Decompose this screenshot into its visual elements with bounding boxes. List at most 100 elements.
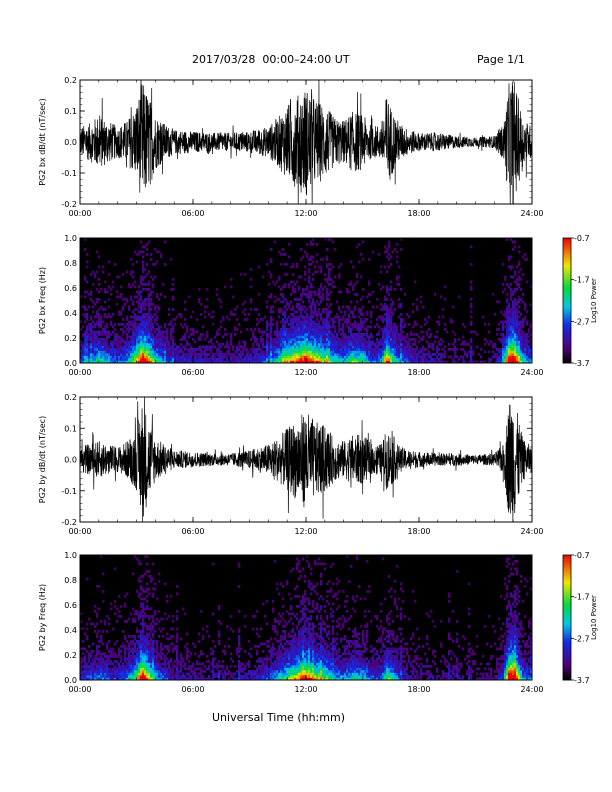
spectrogram-cell (136, 610, 139, 613)
spectrogram-cell (140, 630, 143, 633)
spectrogram-cell (516, 283, 519, 286)
spectrogram-cell (140, 298, 143, 301)
spectrogram-cell (130, 353, 133, 356)
spectrogram-cell (332, 240, 335, 244)
spectrogram-cell (98, 652, 101, 656)
spectrogram-cell (312, 315, 315, 319)
spectrogram-cell (90, 328, 93, 331)
spectrogram-cell (306, 255, 309, 259)
spectrogram-cell (130, 328, 133, 331)
spectrogram-cell (518, 298, 521, 301)
spectrogram-cell (184, 338, 187, 341)
spectrogram-cell (328, 358, 331, 361)
spectrogram-cell (112, 280, 115, 284)
spectrogram-cell (330, 325, 333, 329)
spectrogram-cell (508, 313, 511, 316)
spectrogram-cell (420, 338, 423, 341)
spectrogram-cell (400, 345, 403, 349)
spectrogram-cell (142, 250, 145, 254)
spectrogram-cell (116, 355, 119, 359)
spectrogram-cell (370, 333, 373, 336)
spectrogram-cell (348, 290, 351, 294)
spectrogram-cell (178, 350, 181, 354)
spectrogram-cell (514, 240, 517, 244)
spectrogram-cell (166, 645, 169, 648)
spectrogram-cell (282, 353, 285, 356)
spectrogram-cell (326, 325, 329, 329)
spectrogram-cell (142, 343, 145, 346)
spectrogram-cell (152, 303, 155, 306)
spectrogram-cell (88, 353, 91, 356)
spectrogram-cell (112, 343, 115, 346)
spectrogram-cell (270, 325, 273, 329)
spectrogram-cell (316, 315, 319, 319)
spectrogram-cell (176, 315, 179, 319)
spectrogram-cell (188, 353, 191, 356)
spectrogram-cell (338, 290, 341, 294)
spectrogram-cell (80, 358, 83, 361)
spectrogram-cell (170, 677, 173, 681)
spectrogram-cell (218, 350, 221, 354)
spectrogram-cell (518, 325, 521, 329)
spectrogram-cell (292, 328, 295, 331)
spectrogram-cell (358, 308, 361, 311)
spectrogram-cell (304, 335, 307, 339)
spectrogram-cell (398, 358, 401, 361)
spectrogram-cell (196, 677, 199, 681)
spectrogram-cell (160, 672, 163, 676)
spectrogram-cell (128, 330, 131, 334)
spectrogram-cell (370, 325, 373, 329)
spectrogram-cell (176, 675, 179, 678)
spectrogram-cell (344, 353, 347, 356)
spectrogram-cell (366, 310, 369, 314)
spectrogram-cell (350, 360, 353, 364)
spectrogram-cell (122, 323, 125, 326)
spectrogram-cell (338, 340, 341, 344)
spectrogram-cell (500, 358, 503, 361)
spectrogram-cell (166, 333, 169, 336)
spectrogram-cell (178, 358, 181, 361)
spectrogram-cell (504, 353, 507, 356)
spectrogram-cell (274, 283, 277, 286)
spectrogram-cell (518, 275, 521, 279)
spectrogram-cell (106, 330, 109, 334)
spectrogram-cell (316, 348, 319, 351)
spectrogram-cell (90, 340, 93, 344)
spectrogram-cell (100, 338, 103, 341)
spectrogram-cell (312, 348, 315, 351)
spectrogram-cell (242, 345, 245, 349)
spectrogram-cell (210, 348, 213, 351)
spectrogram-cell (318, 335, 321, 339)
spectrogram-cell (310, 338, 313, 341)
spectrogram-cell (314, 335, 317, 339)
spectrogram-cell (114, 335, 117, 339)
spectrogram-cell (384, 305, 387, 309)
spectrogram-cell (108, 640, 111, 643)
spectrogram-cell (344, 343, 347, 346)
spectrogram-cell (520, 358, 523, 361)
spectrogram-cell (360, 345, 363, 349)
spectrogram-cell (304, 330, 307, 334)
spectrogram-cell (140, 353, 143, 356)
spectrogram-cell (502, 345, 505, 349)
spectrogram-cell (244, 318, 247, 321)
spectrogram-cell (198, 360, 201, 364)
spectrogram-cell (138, 358, 141, 361)
spectrogram-cell (298, 330, 301, 334)
spectrogram-cell (292, 308, 295, 311)
spectrogram-cell (172, 355, 175, 359)
spectrogram-cell (514, 338, 517, 341)
spectrogram-cell (180, 338, 183, 341)
spectrogram-cell (204, 305, 207, 309)
spectrogram-cell (138, 335, 141, 339)
spectrogram-cell (82, 675, 85, 678)
spectrogram-cell (290, 330, 293, 334)
spectrogram-cell (334, 248, 337, 251)
spectrogram-cell (500, 310, 503, 314)
spectrogram-cell (84, 345, 87, 349)
spectrogram-cell (136, 300, 139, 304)
spectrogram-cell (226, 343, 229, 346)
spectrogram-cell (226, 358, 229, 361)
spectrogram-cell (320, 283, 323, 286)
spectrogram-cell (384, 358, 387, 361)
